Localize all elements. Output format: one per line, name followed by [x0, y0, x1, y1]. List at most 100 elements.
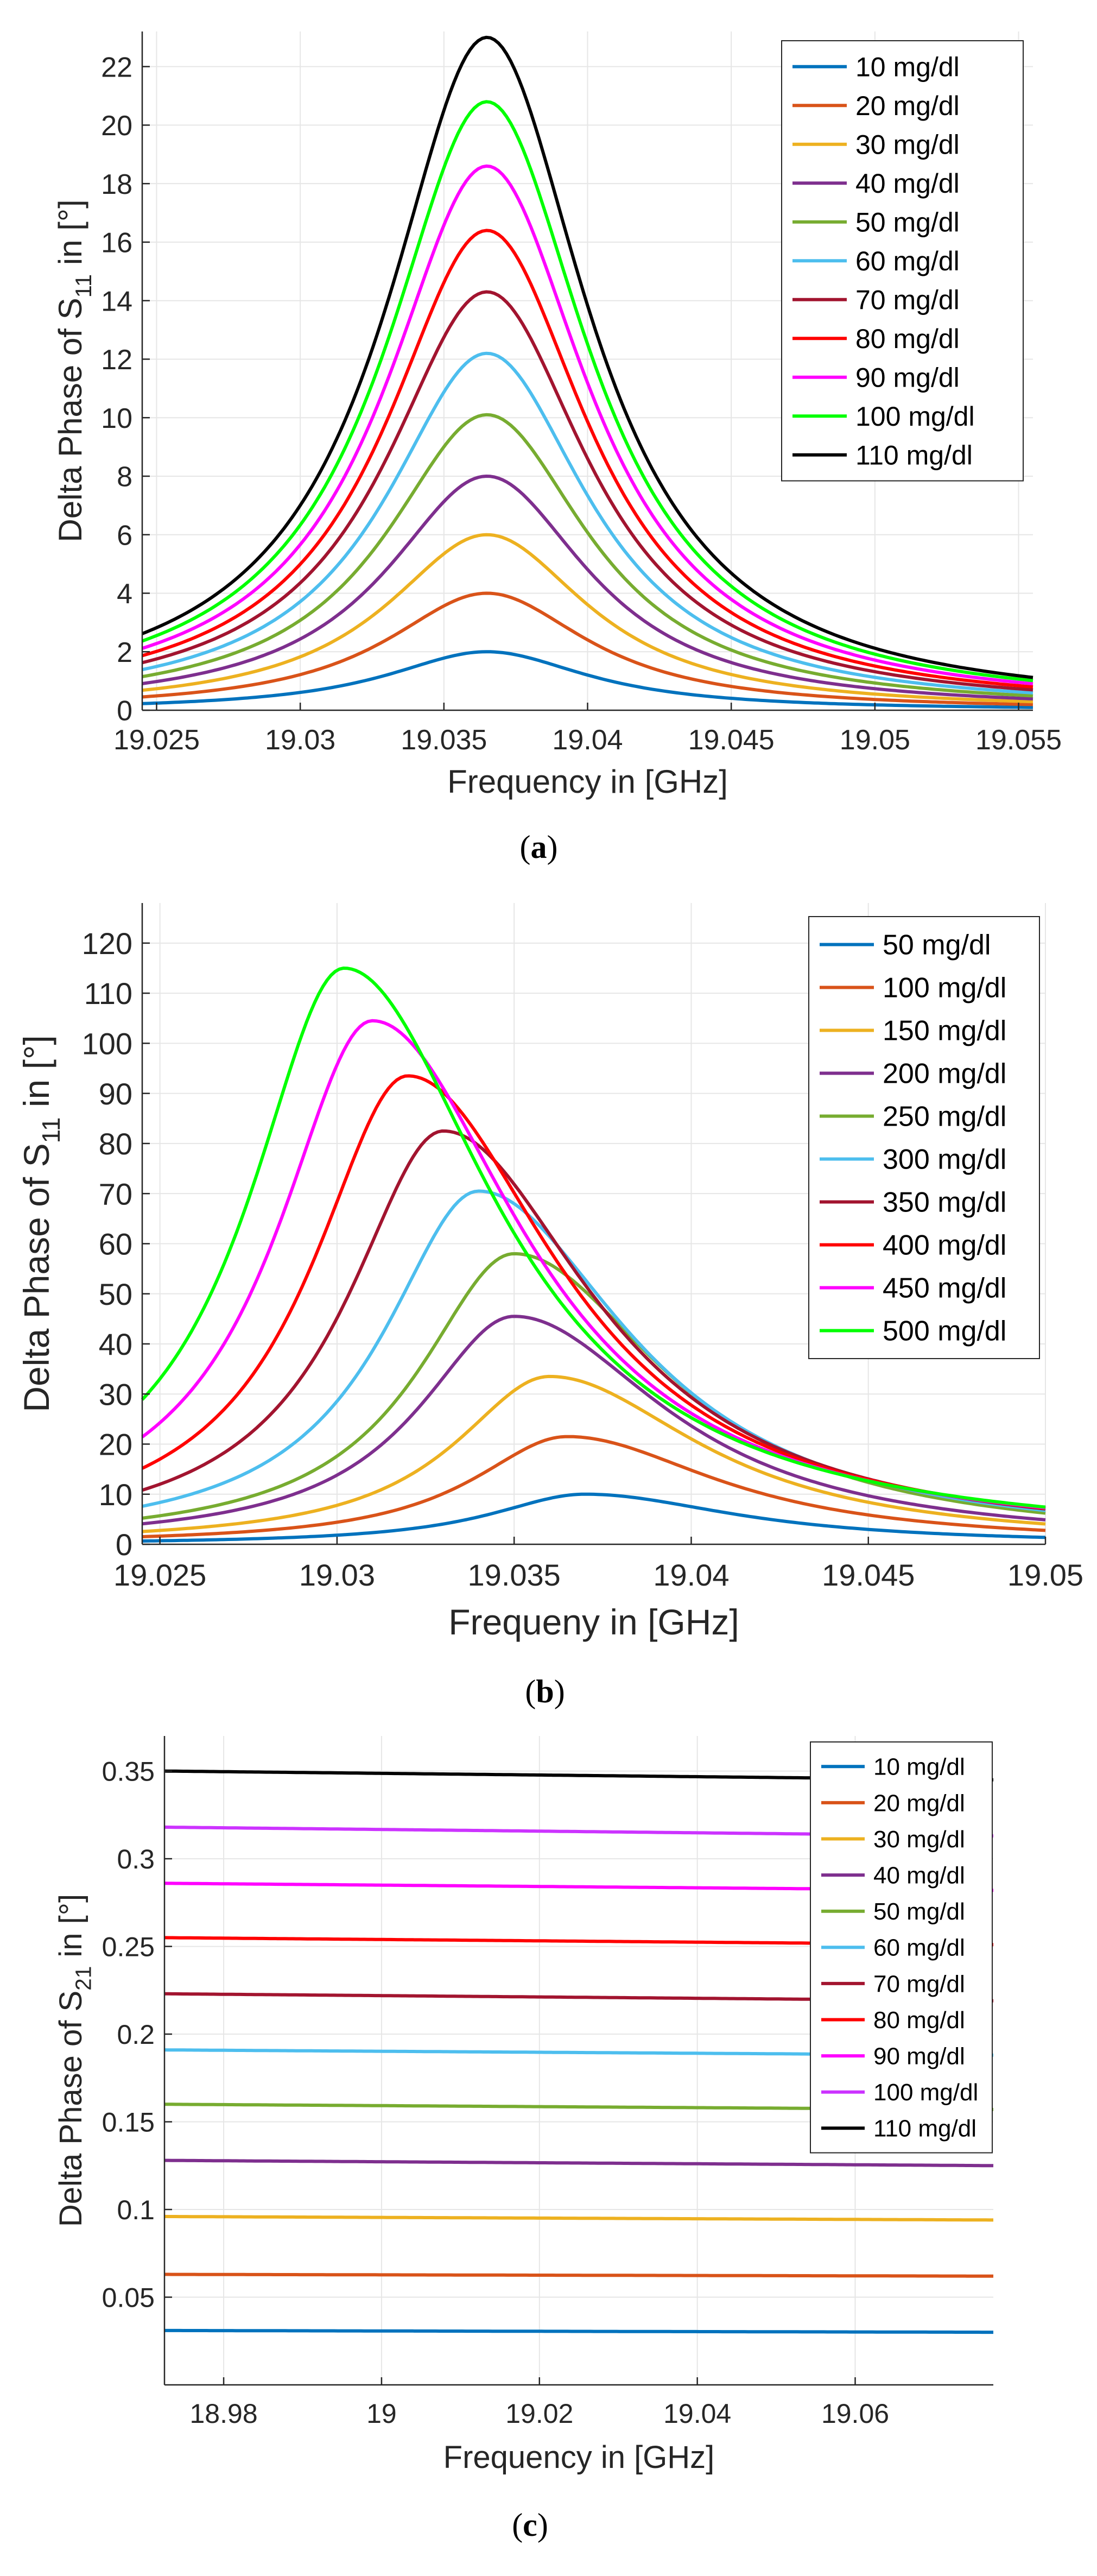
- series-line: [142, 533, 1033, 704]
- y-axis-label-main: Delta Phase of S: [53, 1991, 88, 2227]
- y-tick-label: 12: [101, 344, 132, 376]
- y-tick-label: 22: [101, 52, 132, 83]
- y-tick-label: 2: [117, 637, 132, 668]
- x-tick-label: 19.06: [821, 2398, 889, 2429]
- y-tick-label: 0: [116, 1527, 132, 1562]
- caption-open: (: [525, 1674, 536, 1709]
- y-tick-label: 80: [99, 1127, 132, 1161]
- y-tick-label: 30: [99, 1377, 132, 1411]
- chart-caption: (c): [512, 2507, 548, 2543]
- legend-label: 110 mg/dl: [873, 2116, 976, 2142]
- series-line: [164, 2214, 993, 2222]
- series-line: [142, 650, 1033, 709]
- y-axis-label-subscript: 11: [37, 1117, 65, 1143]
- legend-label: 20 mg/dl: [873, 1790, 965, 1816]
- legend-label: 500 mg/dl: [883, 1316, 1006, 1347]
- y-tick-label: 0.25: [102, 1932, 155, 1962]
- y-tick-label: 10: [99, 1478, 132, 1512]
- y-axis-label-unit: in [°]: [52, 199, 88, 274]
- y-tick-label: 0.1: [117, 2195, 155, 2225]
- caption-open: (: [512, 2507, 523, 2543]
- y-axis-label-main: Delta Phase of S: [52, 298, 88, 542]
- y-tick-label: 14: [101, 286, 132, 317]
- legend-label: 150 mg/dl: [883, 1015, 1006, 1047]
- legend-label: 50 mg/dl: [873, 1898, 965, 1925]
- legend-label: 70 mg/dl: [873, 1971, 965, 1997]
- y-tick-label: 18: [101, 169, 132, 200]
- series-line: [141, 967, 1046, 1509]
- series-line: [164, 2328, 993, 2334]
- legend-label: 10 mg/dl: [873, 1754, 965, 1781]
- y-tick-label: 0.2: [117, 2019, 155, 2050]
- x-tick-label: 19.04: [552, 724, 623, 756]
- y-axis-label-unit: in [°]: [53, 1894, 88, 1966]
- y-tick-label: 8: [117, 462, 132, 493]
- series-line: [142, 1374, 1046, 1533]
- legend-label: 350 mg/dl: [883, 1187, 1006, 1218]
- y-axis-label-subscript: 21: [71, 1966, 96, 1991]
- legend-label: 100 mg/dl: [883, 973, 1006, 1004]
- x-tick-label: 19.045: [822, 1558, 915, 1592]
- series-line: [164, 2272, 994, 2278]
- series-line: [142, 1252, 1046, 1520]
- series-line: [142, 1315, 1046, 1526]
- y-tick-label: 120: [82, 926, 132, 961]
- x-axis-label: Frequeny in [GHz]: [448, 1602, 739, 1642]
- legend-label: 200 mg/dl: [883, 1058, 1006, 1090]
- legend: 50 mg/dl 100 mg/dl 150 mg/dl 200 mg/dl 250 m…: [808, 916, 1040, 1359]
- y-tick-label: 50: [99, 1277, 132, 1311]
- series-line: [142, 229, 1033, 689]
- y-tick-label: 16: [101, 228, 132, 259]
- legend-label: 100 mg/dl: [855, 401, 975, 432]
- x-tick-label: 19.025: [113, 724, 200, 756]
- legend-label: 20 mg/dl: [855, 91, 960, 121]
- series-line: [142, 413, 1033, 698]
- y-tick-label: 110: [84, 976, 132, 1011]
- series-lines: [141, 35, 1033, 709]
- x-tick-label: 19.05: [840, 724, 910, 756]
- series-line: [142, 351, 1033, 694]
- y-tick-label: 20: [101, 110, 132, 142]
- legend-label: 100 mg/dl: [873, 2079, 978, 2106]
- y-tick-label: 60: [99, 1227, 132, 1261]
- y-tick-label: 70: [99, 1177, 132, 1211]
- series-line: [142, 164, 1033, 686]
- chart-3: 18.98 19 19.02 19.04 19.06 0.05 0.1 0.15 0.2 0.25…: [53, 1736, 994, 2543]
- legend-label: 110 mg/dl: [855, 440, 973, 470]
- series-line: [141, 35, 1033, 679]
- caption-close: ): [537, 2507, 548, 2543]
- y-tick-label: 4: [117, 578, 132, 610]
- legend-label: 30 mg/dl: [855, 129, 960, 160]
- series-line: [164, 2158, 994, 2168]
- x-tick-label: 19.025: [113, 1558, 206, 1592]
- legend-label: 30 mg/dl: [873, 1826, 965, 1853]
- y-tick-label: 40: [99, 1327, 132, 1361]
- y-tick-label: 0.3: [117, 1844, 155, 1874]
- x-axis-label: Frequency in [GHz]: [443, 2440, 715, 2475]
- y-tick-label: 20: [99, 1428, 132, 1462]
- y-tick-label: 10: [101, 403, 132, 434]
- legend-label: 300 mg/dl: [883, 1144, 1006, 1176]
- series-line: [142, 1435, 1046, 1539]
- x-tick-label: 19.055: [975, 724, 1062, 756]
- x-tick-label: 19.03: [265, 724, 335, 756]
- caption-letter: c: [523, 2507, 537, 2543]
- series-line: [142, 1492, 1046, 1543]
- y-tick-label: 0: [117, 696, 132, 727]
- legend-label: 90 mg/dl: [855, 362, 960, 393]
- y-axis-label: Delta Phase of S11 in [°]: [52, 199, 96, 542]
- legend-label: 60 mg/dl: [873, 1935, 965, 1961]
- y-tick-label: 0.15: [102, 2107, 155, 2138]
- chart-2: 19.025 19.03 19.035 19.04 19.045 19.05 0 10 20 30…: [16, 903, 1083, 1709]
- series-line: [141, 100, 1033, 683]
- caption-close: ): [554, 1674, 565, 1709]
- caption-letter: a: [531, 829, 547, 865]
- x-tick-label: 19.04: [663, 2398, 731, 2429]
- legend-label: 40 mg/dl: [873, 1862, 965, 1889]
- legend-label: 10 mg/dl: [855, 52, 960, 82]
- x-tick-label: 19.04: [653, 1558, 729, 1592]
- y-tick-label: 0.05: [102, 2283, 155, 2313]
- chart-1: 19.025 19.03 19.035 19.04 19.045 19.05 19.055 0…: [52, 31, 1062, 865]
- legend-box: [808, 916, 1040, 1359]
- y-axis-label-subscript: 11: [71, 274, 96, 298]
